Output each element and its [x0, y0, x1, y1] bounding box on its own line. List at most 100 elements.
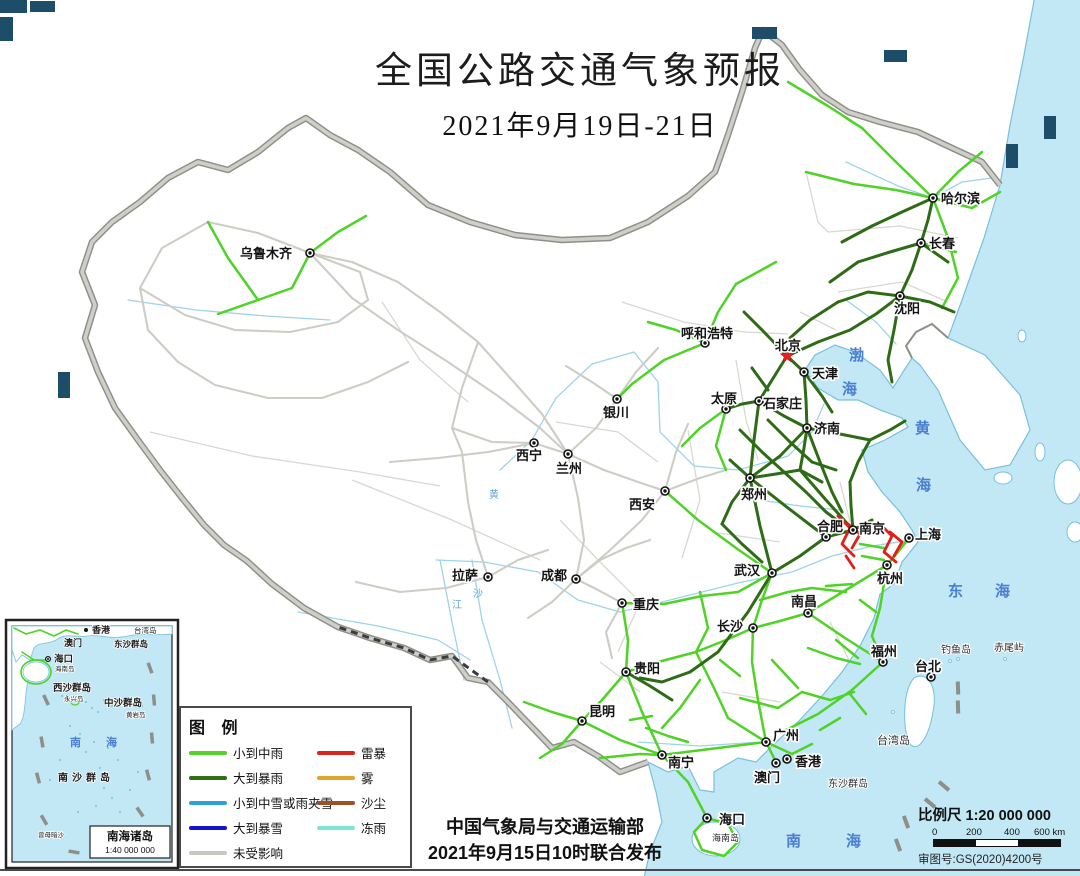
road-light-rain	[580, 670, 628, 723]
province-boundary	[827, 225, 959, 239]
city-marker-center	[785, 757, 789, 761]
sea-name-label: 海	[995, 582, 1010, 600]
inset-hongkong-dot	[84, 628, 88, 632]
issuer-line2: 2021年9月15日10时联合发布	[427, 843, 663, 863]
province-boundary	[839, 481, 851, 523]
road-light-rain	[931, 196, 960, 280]
road-heavy-rain	[798, 468, 824, 484]
road-heavy-rain	[638, 670, 692, 684]
korea-border	[904, 322, 949, 359]
city-label: 北京	[775, 338, 801, 353]
city-label: 福州	[870, 644, 897, 659]
city-label: 香港	[794, 754, 822, 769]
province-boundary	[837, 281, 949, 303]
legend-item-label: 大到暴雨	[233, 772, 284, 786]
road-heavy-rain	[757, 399, 809, 430]
taiwan-island	[904, 675, 935, 748]
city-marker-center	[663, 489, 667, 493]
legend-item: 小到中雨	[189, 740, 317, 765]
legend-item: 小到中雪或雨夹雪	[189, 790, 333, 815]
road-unaffected	[564, 364, 619, 401]
river-line	[297, 611, 471, 661]
road-unaffected	[308, 251, 480, 344]
inset-place-label: 东沙群岛	[114, 639, 148, 649]
road-thunderstorm	[878, 522, 898, 564]
inset-islet-speck	[103, 699, 105, 701]
city-marker-center	[751, 626, 755, 630]
scale-bar-segment	[975, 840, 1019, 846]
river-line	[499, 351, 825, 471]
road-heavy-rain	[798, 426, 809, 472]
road-unaffected	[574, 538, 652, 581]
road-light-rain	[644, 726, 690, 744]
issuer-block: 中国气象局与交通运输部 2021年9月15日10时联合发布	[400, 814, 690, 866]
road-unaffected	[460, 450, 490, 579]
road-heavy-rain	[805, 426, 834, 494]
border-dashed-section	[337, 625, 489, 684]
island-name-label: 东沙群岛	[828, 777, 868, 790]
legend-color-swatch	[189, 750, 227, 755]
island-name-label: 台湾岛	[877, 733, 910, 747]
road-heavy-rain	[766, 418, 814, 464]
city-label: 重庆	[633, 597, 659, 612]
road-light-rain	[718, 658, 742, 678]
sea-name-label: 黄	[915, 419, 930, 437]
city-marker-center	[764, 740, 768, 744]
map-date-subtitle: 2021年9月19日-21日	[442, 111, 718, 142]
inset-boundary-dash	[68, 849, 80, 855]
legend-color-swatch	[189, 800, 227, 805]
offshore-island	[1034, 442, 1046, 462]
city-label: 南宁	[668, 755, 694, 770]
boundary-dash-mark	[923, 797, 937, 809]
inset-boundary-dash	[42, 694, 50, 706]
hainan-island	[691, 821, 741, 857]
road-light-rain	[806, 611, 885, 664]
road-unaffected	[663, 422, 690, 493]
road-light-rain	[750, 626, 768, 744]
road-light-rain	[615, 341, 707, 401]
legend-title: 图 例	[189, 720, 244, 737]
inset-islet-speck	[85, 751, 87, 753]
province-boundary	[721, 691, 781, 703]
road-heavy-rain	[848, 480, 855, 532]
city-label: 海口	[719, 812, 745, 827]
road-heavy-rain	[830, 490, 844, 514]
city-label: 济南	[814, 421, 840, 436]
road-thunderstorm	[836, 514, 856, 558]
legend-item: 大到暴雪	[189, 815, 317, 840]
city-marker-center	[615, 397, 619, 401]
road-light-rain	[758, 586, 814, 602]
inset-islet-speck	[73, 699, 75, 701]
inset-islet-speck	[107, 747, 109, 749]
inset-sea-name-char: 南	[70, 735, 81, 749]
city-marker-center	[931, 196, 935, 200]
road-light-rain	[703, 282, 738, 345]
road-heavy-rain	[757, 354, 789, 403]
road-light-rain	[660, 678, 702, 730]
city-label: 西宁	[516, 448, 542, 463]
city-marker-center	[774, 761, 778, 765]
city-marker-center	[885, 563, 889, 567]
road-light-rain	[256, 251, 312, 302]
road-unaffected	[138, 220, 217, 387]
road-heavy-rain	[782, 470, 828, 514]
scale-ticks: 0 200 400 600 km	[918, 827, 1068, 839]
mainland-landmass	[0, 0, 1035, 876]
offshore-island	[993, 471, 1013, 485]
road-heavy-rain	[898, 294, 956, 314]
city-label: 哈尔滨	[941, 191, 980, 206]
scale-tick-600: 600 km	[1034, 827, 1066, 838]
river-name-tag	[752, 27, 777, 39]
road-unaffected	[450, 340, 480, 454]
city-marker-center	[705, 816, 709, 820]
city-marker-center	[907, 536, 911, 540]
road-unaffected	[476, 340, 570, 456]
inset-islet-speck	[93, 741, 95, 743]
city-label: 石家庄	[762, 396, 802, 411]
road-light-rain	[694, 590, 710, 654]
city-marker-center	[770, 571, 774, 575]
boundary-dash-mark	[901, 815, 911, 829]
river-name-tag	[0, 17, 13, 41]
road-heavy-rain	[720, 522, 764, 564]
road-light-rain	[663, 489, 774, 575]
